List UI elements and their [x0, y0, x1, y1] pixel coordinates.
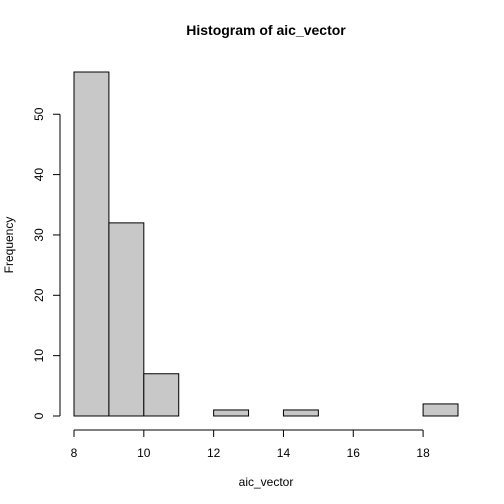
x-axis-tick-label: 14 — [277, 446, 291, 460]
chart-title: Histogram of aic_vector — [186, 22, 346, 38]
x-axis: 8 10 12 14 16 18 — [71, 429, 430, 460]
y-axis-tick-label: 10 — [32, 349, 46, 363]
y-axis-label: Frequency — [2, 217, 16, 274]
x-axis-tick-label: 12 — [207, 446, 221, 460]
histogram-bar — [143, 373, 180, 417]
histogram-bar — [282, 409, 319, 417]
x-axis-tick-label: 16 — [347, 446, 361, 460]
histogram-bar — [73, 71, 110, 417]
y-axis: 0 10 20 30 40 50 — [32, 107, 61, 419]
x-axis-tick-label: 8 — [71, 446, 78, 460]
x-axis-label: aic_vector — [239, 475, 294, 489]
y-axis-tick-label: 40 — [32, 168, 46, 182]
y-axis-tick-label: 20 — [32, 288, 46, 302]
y-axis-tick-label: 30 — [32, 228, 46, 242]
histogram-bar — [422, 403, 459, 417]
bars-layer — [73, 71, 459, 417]
x-axis-tick-label: 10 — [137, 446, 151, 460]
y-axis-tick-label: 50 — [32, 107, 46, 121]
histogram-bar — [213, 409, 250, 417]
y-axis-tick-label: 0 — [32, 412, 46, 419]
x-axis-tick-label: 18 — [416, 446, 430, 460]
histogram-bar — [108, 222, 145, 417]
